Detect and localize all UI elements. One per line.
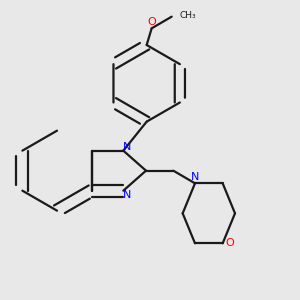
Text: N: N xyxy=(123,142,131,152)
Text: O: O xyxy=(225,238,234,248)
Text: O: O xyxy=(147,17,156,27)
Text: N: N xyxy=(191,172,199,182)
Text: N: N xyxy=(123,190,131,200)
Text: CH₃: CH₃ xyxy=(179,11,196,20)
